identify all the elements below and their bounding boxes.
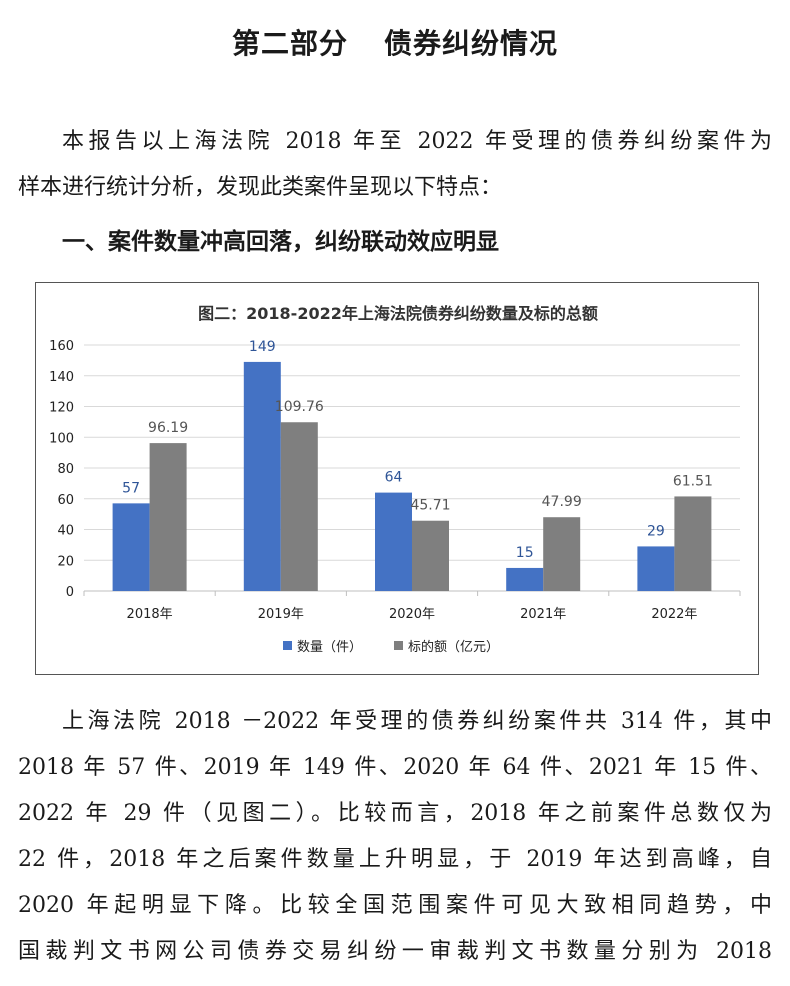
y-tick-label: 100 — [49, 431, 74, 446]
x-tick-label: 2022年 — [651, 607, 697, 622]
intro-line: 样本进行统计分析，发现此类案件呈现以下特点： — [18, 175, 503, 200]
data-label-count: 57 — [122, 480, 140, 496]
data-label-amount: 47.99 — [542, 494, 582, 510]
data-label-amount: 109.76 — [275, 399, 324, 415]
bar-amount — [543, 517, 581, 591]
page-title: 第二部分 债券纠纷情况 — [0, 22, 790, 62]
x-tick-label: 2019年 — [258, 607, 304, 622]
legend-label-count: 数量（件） — [297, 640, 362, 655]
bar-count — [243, 361, 281, 591]
body-line: 国裁判文书网公司债券交易纠纷一审裁判文书数量分别为 2018 — [18, 939, 772, 964]
y-tick-label: 40 — [57, 524, 74, 539]
legend-label-amount: 标的额（亿元） — [408, 639, 499, 655]
x-tick-label: 2021年 — [520, 607, 566, 622]
data-label-count: 64 — [385, 470, 403, 486]
bar-chart: 图二：2018-2022年上海法院债券纠纷数量及标的总额 0 20 40 60 80 100… — [49, 304, 741, 655]
data-label-count: 15 — [516, 545, 534, 561]
bar-count — [506, 567, 544, 591]
intro-line: 本报告以上海法院 2018 年至 2022 年受理的债券纠纷案件为 — [62, 129, 772, 154]
y-tick-label: 160 — [49, 339, 74, 354]
body-line: 2022 年 29 件（见图二）。比较而言，2018 年之前案件总数仅为 — [18, 801, 772, 826]
y-tick-label: 20 — [57, 554, 74, 569]
body-line: 22 件，2018 年之后案件数量上升明显，于 2019 年达到高峰，自 — [18, 847, 772, 872]
data-label-amount: 61.51 — [673, 473, 713, 489]
bar-count — [112, 503, 150, 591]
y-tick-label: 80 — [57, 462, 74, 477]
bar-amount — [674, 496, 712, 591]
y-tick-label: 60 — [57, 493, 74, 508]
x-tick-label: 2020年 — [389, 607, 435, 622]
bar-count — [637, 546, 675, 591]
y-tick-label: 120 — [49, 401, 74, 416]
data-label-amount: 45.71 — [410, 498, 450, 514]
chart-title: 图二：2018-2022年上海法院债券纠纷数量及标的总额 — [198, 304, 598, 323]
bar-amount — [280, 422, 318, 591]
y-tick-label: 0 — [66, 585, 74, 600]
section-heading: 一、案件数量冲高回落，纠纷联动效应明显 — [62, 229, 499, 255]
bar-count — [375, 492, 412, 591]
body-line: 2020 年起明显下降。比较全国范围案件可见大致相同趋势，中 — [18, 893, 772, 918]
body-line: 上海法院 2018 －2022 年受理的债券纠纷案件共 314 件，其中 — [62, 709, 772, 734]
body-line: 2018 年 57 件、2019 年 149 件、2020 年 64 件、202… — [18, 755, 772, 780]
bar-amount — [149, 443, 187, 591]
x-tick-label: 2018年 — [127, 607, 173, 622]
data-label-count: 149 — [249, 339, 276, 355]
legend-swatch-amount — [394, 641, 403, 650]
intro-paragraph: 本报告以上海法院 2018 年至 2022 年受理的债券纠纷案件为 样本进行统计… — [18, 119, 772, 211]
title-part: 第二部分 — [231, 27, 348, 60]
y-tick-label: 140 — [49, 370, 74, 385]
legend-swatch-count — [283, 641, 292, 650]
bar-amount — [412, 520, 449, 591]
body-paragraph: 上海法院 2018 －2022 年受理的债券纠纷案件共 314 件，其中 201… — [18, 699, 772, 975]
data-label-count: 29 — [647, 523, 665, 539]
chart-figure: 图二：2018-2022年上海法院债券纠纷数量及标的总额 0 20 40 60 80 100… — [35, 282, 759, 675]
title-name: 债券纠纷情况 — [384, 27, 559, 60]
data-label-amount: 96.19 — [148, 420, 188, 436]
